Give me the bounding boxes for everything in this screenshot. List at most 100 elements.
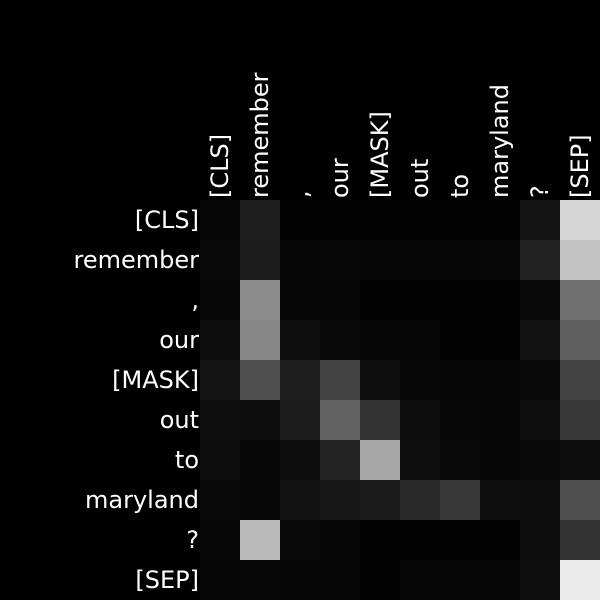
heatmap-cell [240,440,280,480]
heatmap-cell [320,360,360,400]
heatmap-cell [360,240,400,280]
heatmap-cell [320,520,360,560]
column-label: remember [246,72,274,198]
column-label: [SEP] [566,134,594,198]
heatmap-cell [520,480,560,520]
heatmap-cell [440,320,480,360]
heatmap-cell [280,200,320,240]
heatmap-cell [240,280,280,320]
heatmap-cell [440,560,480,600]
row-label: to [175,446,199,474]
heatmap-cell [200,560,240,600]
heatmap-cell [480,520,520,560]
heatmap-cell [400,480,440,520]
heatmap-cell [200,520,240,560]
heatmap-cell [560,480,600,520]
row-label: our [159,326,199,354]
heatmap-cell [520,520,560,560]
heatmap-cell [200,280,240,320]
heatmap-cell [360,520,400,560]
heatmap-cell [280,240,320,280]
heatmap-cell [400,560,440,600]
heatmap-cell [360,400,400,440]
heatmap-cell [480,280,520,320]
heatmap-cell [240,400,280,440]
heatmap-cell [400,200,440,240]
heatmap-cell [320,560,360,600]
heatmap-cell [440,400,480,440]
heatmap-cell [360,200,400,240]
column-label: to [446,174,474,198]
heatmap-cell [400,360,440,400]
heatmap-cell [240,240,280,280]
heatmap-cell [360,480,400,520]
heatmap-cell [400,320,440,360]
heatmap-cell [400,440,440,480]
heatmap-cell [520,400,560,440]
heatmap-cell [360,360,400,400]
heatmap-cell [480,240,520,280]
heatmap-cell [480,200,520,240]
heatmap-cell [280,520,320,560]
heatmap-cell [200,320,240,360]
heatmap-cell [480,400,520,440]
heatmap-cell [480,320,520,360]
heatmap-cell [440,280,480,320]
column-label: , [286,190,314,198]
heatmap-cell [520,240,560,280]
column-label: [MASK] [366,111,394,198]
heatmap-cell [240,560,280,600]
heatmap-cell [240,520,280,560]
heatmap-cell [520,320,560,360]
row-label: [SEP] [135,566,199,594]
heatmap-cell [400,400,440,440]
heatmap-cell [440,520,480,560]
heatmap-cell [520,360,560,400]
heatmap-cell [240,200,280,240]
column-label: [CLS] [206,134,234,198]
row-label: maryland [85,486,199,514]
heatmap-cell [480,440,520,480]
heatmap-cell [200,360,240,400]
heatmap-cell [400,280,440,320]
heatmap-cell [560,560,600,600]
heatmap-cell [560,520,600,560]
heatmap-cell [200,200,240,240]
column-label: our [326,158,354,198]
column-label: out [406,159,434,198]
row-label: [MASK] [112,366,199,394]
heatmap-cell [320,440,360,480]
heatmap-cell [240,480,280,520]
row-label: [CLS] [135,206,199,234]
heatmap-cell [440,360,480,400]
heatmap-cell [280,280,320,320]
heatmap-cell [280,320,320,360]
heatmap-cell [560,360,600,400]
heatmap-cell [240,320,280,360]
heatmap-cell [200,440,240,480]
heatmap-cell [200,240,240,280]
heatmap-cell [440,200,480,240]
heatmap-cell [560,320,600,360]
heatmap-cell [280,440,320,480]
heatmap-cell [320,280,360,320]
heatmap-cell [200,480,240,520]
heatmap-cell [480,480,520,520]
heatmap-cell [560,280,600,320]
heatmap-cell [560,200,600,240]
heatmap-cell [320,200,360,240]
heatmap-cell [560,400,600,440]
heatmap-cell [240,360,280,400]
heatmap-cell [360,280,400,320]
heatmap-cell [360,560,400,600]
heatmap-cell [480,560,520,600]
heatmap-cell [560,440,600,480]
heatmap-cell [560,240,600,280]
heatmap-cell [320,320,360,360]
column-label: ? [526,185,554,198]
heatmap-cell [440,240,480,280]
heatmap-cell [440,440,480,480]
heatmap-cell [520,440,560,480]
